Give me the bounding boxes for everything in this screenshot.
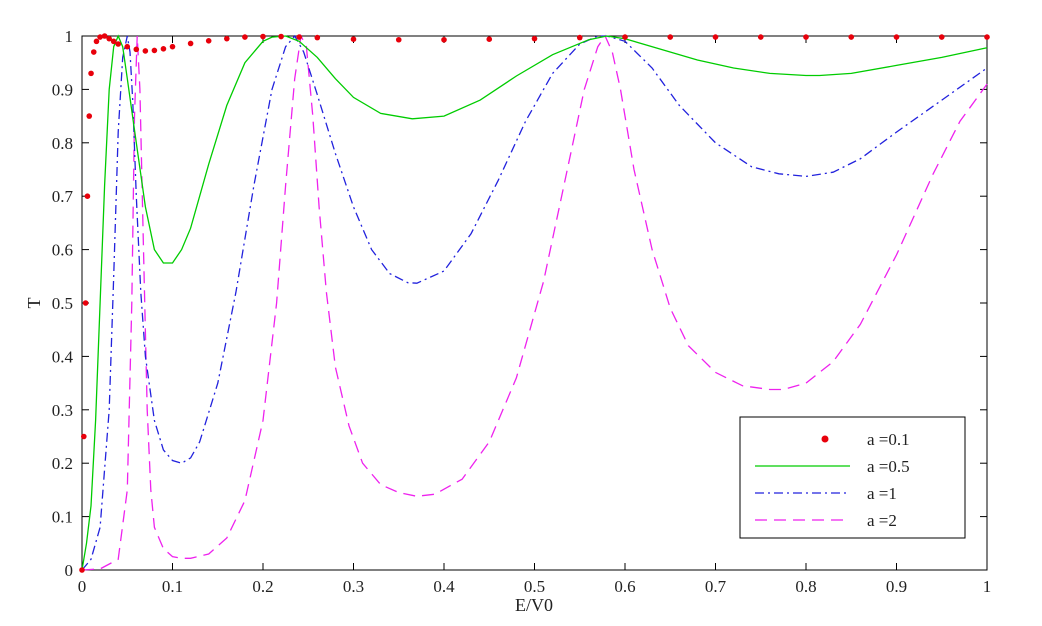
- series-point: [712, 34, 719, 40]
- series-point: [82, 300, 89, 306]
- series-point: [848, 34, 855, 40]
- x-tick-label: 0.8: [795, 577, 816, 596]
- y-tick-label: 0.7: [52, 187, 74, 206]
- x-axis-label: E/V0: [515, 595, 553, 615]
- x-tick-label: 0.6: [614, 577, 635, 596]
- x-tick-label: 0.7: [705, 577, 727, 596]
- x-tick-label: 0.5: [524, 577, 545, 596]
- series-point: [260, 33, 266, 40]
- series-point: [441, 36, 447, 43]
- y-tick-label: 0.8: [52, 134, 73, 153]
- y-tick-label: 0.5: [52, 294, 73, 313]
- series-point: [803, 34, 809, 40]
- legend-label: a =0.5: [867, 457, 910, 476]
- series-point: [938, 34, 945, 40]
- series-point: [314, 34, 321, 41]
- series-point: [296, 34, 303, 40]
- series-point: [133, 46, 140, 53]
- series-point: [242, 34, 248, 40]
- series-point: [151, 47, 158, 54]
- series-layer: [79, 33, 990, 573]
- legend-label: a =0.1: [867, 430, 910, 449]
- series-line-a1: [81, 34, 988, 571]
- x-tick-label: 0.1: [162, 577, 183, 596]
- series-point: [88, 70, 94, 77]
- series-line-a0.5: [81, 34, 988, 571]
- series-line-a2: [81, 33, 988, 571]
- series-point: [893, 34, 900, 40]
- x-tick-label: 0: [78, 577, 87, 596]
- series-point: [205, 38, 212, 44]
- series-point: [115, 41, 121, 47]
- legend-box: [739, 416, 966, 539]
- series-point: [86, 113, 93, 119]
- y-tick-label: 0.1: [52, 508, 73, 527]
- x-tick-label: 0.4: [433, 577, 455, 596]
- y-tick-label: 0.2: [52, 454, 73, 473]
- y-tick-label: 1: [65, 27, 74, 46]
- series-point: [93, 38, 100, 45]
- y-tick-label: 0.9: [52, 80, 73, 99]
- y-axis-label: T: [24, 298, 44, 309]
- x-tick-label: 0.9: [886, 577, 907, 596]
- series-point: [97, 34, 103, 40]
- series-point: [106, 35, 112, 42]
- series-point: [169, 43, 176, 50]
- axis-ticks: 0 0.1 0.2 0.3 0.4 0.5 0.6 0.7 0.8 0.9 1 0 0.1 0.2 0.3 0…: [52, 27, 992, 596]
- series-point: [90, 49, 97, 55]
- legend-label: a =2: [867, 511, 897, 530]
- series-point: [486, 36, 493, 43]
- series-point: [110, 38, 117, 45]
- legend-marker: [821, 435, 829, 443]
- legend-label: a =1: [867, 484, 897, 503]
- series-point: [576, 34, 583, 41]
- series-point: [757, 34, 764, 40]
- series-point: [224, 35, 230, 42]
- x-tick-label: 0.2: [252, 577, 273, 596]
- series-point: [142, 48, 149, 54]
- series-point: [79, 567, 85, 573]
- series-point: [667, 34, 674, 40]
- series-point: [622, 34, 628, 40]
- series-a-0.1-points: [79, 33, 990, 573]
- series-point: [350, 36, 357, 43]
- x-tick-label: 1: [983, 577, 992, 596]
- y-tick-label: 0: [65, 561, 74, 580]
- series-point: [187, 40, 194, 47]
- y-tick-label: 0.6: [52, 241, 73, 260]
- legend: a =0.1 a =0.5 a =1 a =2: [739, 416, 966, 539]
- series-point: [395, 36, 402, 43]
- series-point: [101, 33, 108, 39]
- series-point: [531, 35, 538, 42]
- series-point: [984, 34, 990, 40]
- series-point: [278, 33, 284, 40]
- series-point: [81, 433, 87, 440]
- y-tick-label: 0.3: [52, 401, 73, 420]
- series-point: [124, 43, 131, 50]
- series-point: [84, 193, 91, 199]
- x-tick-label: 0.3: [343, 577, 364, 596]
- series-point: [160, 46, 167, 52]
- y-tick-label: 0.4: [52, 347, 74, 366]
